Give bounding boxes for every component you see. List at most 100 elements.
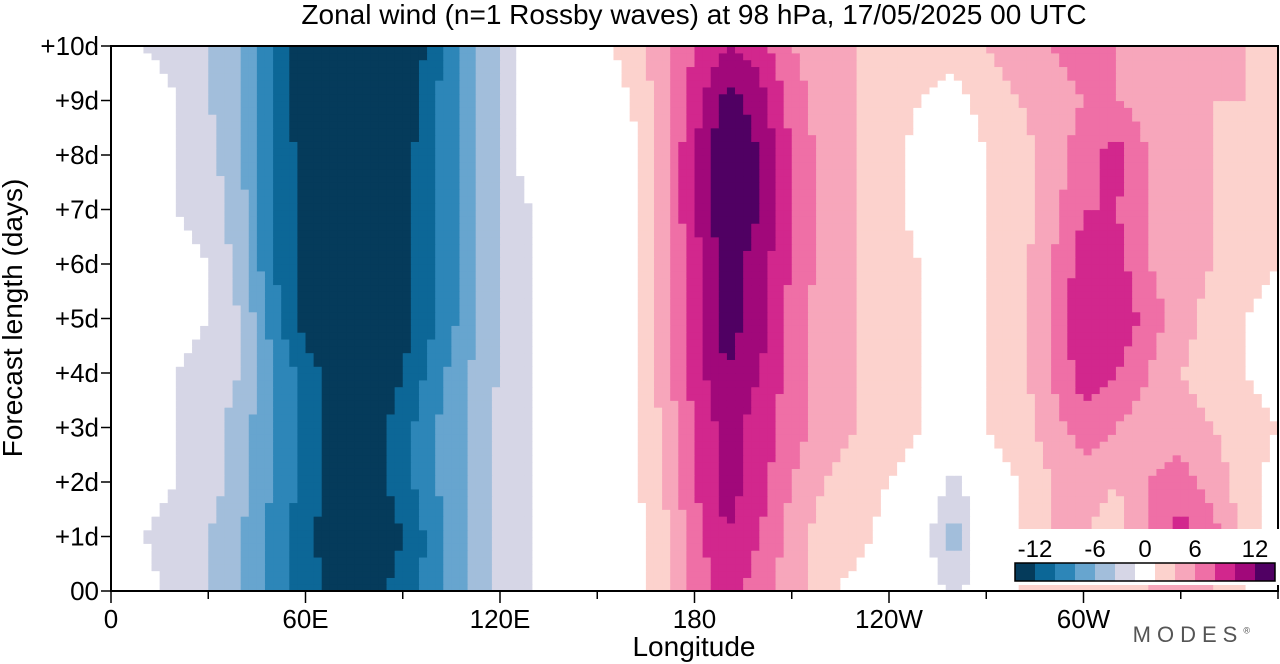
field-cell [402, 475, 412, 483]
field-cell [1115, 366, 1125, 374]
field-cell [945, 468, 955, 476]
field-cell [880, 509, 890, 517]
field-cell [111, 359, 120, 367]
field-cell [848, 584, 858, 591]
field-cell [305, 488, 315, 497]
field-cell [378, 386, 388, 395]
field-cell [816, 556, 825, 565]
field-cell [970, 454, 979, 463]
field-cell [483, 550, 493, 558]
field-cell [937, 379, 947, 388]
field-cell [1018, 407, 1028, 415]
field-cell [337, 454, 347, 463]
field-cell [548, 584, 558, 591]
field-cell [889, 420, 898, 429]
field-cell [994, 529, 1004, 538]
field-cell [994, 570, 1004, 578]
field-cell [864, 516, 874, 524]
field-cell [240, 543, 250, 551]
field-cell [240, 359, 250, 367]
field-cell [1067, 468, 1076, 476]
field-cell [200, 502, 209, 510]
field-cell [678, 522, 687, 531]
field-cell [1245, 393, 1255, 401]
field-cell [192, 543, 201, 551]
field-cell [1051, 475, 1060, 483]
field-cell [816, 352, 825, 360]
field-cell [572, 393, 582, 401]
field-cell [394, 584, 404, 591]
field-cell [872, 420, 882, 429]
field-cell [1229, 359, 1239, 367]
field-cell [994, 550, 1004, 558]
field-cell [540, 509, 550, 517]
field-cell [702, 447, 712, 456]
field-cell [840, 454, 850, 463]
field-cell [1002, 386, 1012, 395]
field-cell [929, 366, 939, 374]
field-cell [759, 461, 769, 469]
field-cell [386, 400, 396, 408]
field-cell [629, 393, 639, 401]
field-cell [783, 482, 793, 490]
field-cell [192, 413, 201, 422]
field-cell [872, 529, 882, 538]
field-cell [159, 509, 169, 517]
field-cell [1075, 441, 1085, 449]
field-cell [1253, 522, 1263, 531]
field-cell [532, 563, 542, 572]
field-cell [897, 509, 906, 517]
field-cell [500, 427, 509, 435]
field-cell [994, 461, 1004, 469]
field-cell [540, 461, 550, 469]
field-cell [475, 536, 485, 544]
field-cell [953, 454, 963, 463]
field-cell [1099, 441, 1109, 449]
field-cell [848, 420, 858, 429]
field-cell [256, 427, 266, 435]
field-cell [119, 570, 128, 578]
field-cell [483, 516, 493, 524]
field-cell [1083, 434, 1093, 442]
field-cell [200, 563, 209, 572]
field-cell [402, 373, 412, 381]
field-cell [1107, 584, 1117, 591]
field-cell [459, 522, 469, 531]
field-cell [629, 468, 639, 476]
field-cell [402, 482, 412, 490]
field-cell [337, 522, 347, 531]
field-cell [1010, 584, 1020, 591]
field-cell [273, 352, 282, 360]
field-cell [183, 543, 193, 551]
field-cell [629, 441, 639, 449]
field-cell [759, 475, 769, 483]
field-cell [556, 584, 566, 591]
field-cell [1245, 386, 1255, 395]
field-cell [313, 420, 323, 429]
field-cell [418, 577, 428, 585]
field-cell [491, 488, 501, 497]
field-cell [143, 386, 153, 395]
field-cell [726, 529, 736, 538]
field-cell [491, 447, 501, 456]
field-cell [662, 447, 671, 456]
field-cell [329, 447, 339, 456]
field-cell [637, 482, 647, 490]
field-cell [192, 502, 201, 510]
field-cell [467, 570, 477, 578]
field-cell [1229, 488, 1239, 497]
field-cell [613, 407, 623, 415]
field-cell [767, 441, 777, 449]
field-cell [151, 584, 161, 591]
field-cell [143, 366, 153, 374]
field-cell [313, 441, 323, 449]
field-cell [735, 550, 744, 558]
field-cell [548, 379, 558, 388]
field-cell [1221, 475, 1230, 483]
field-cell [1196, 516, 1206, 524]
field-cell [362, 454, 371, 463]
field-cell [832, 373, 841, 381]
field-cell [921, 495, 931, 504]
field-cell [913, 454, 923, 463]
field-cell [248, 522, 258, 531]
